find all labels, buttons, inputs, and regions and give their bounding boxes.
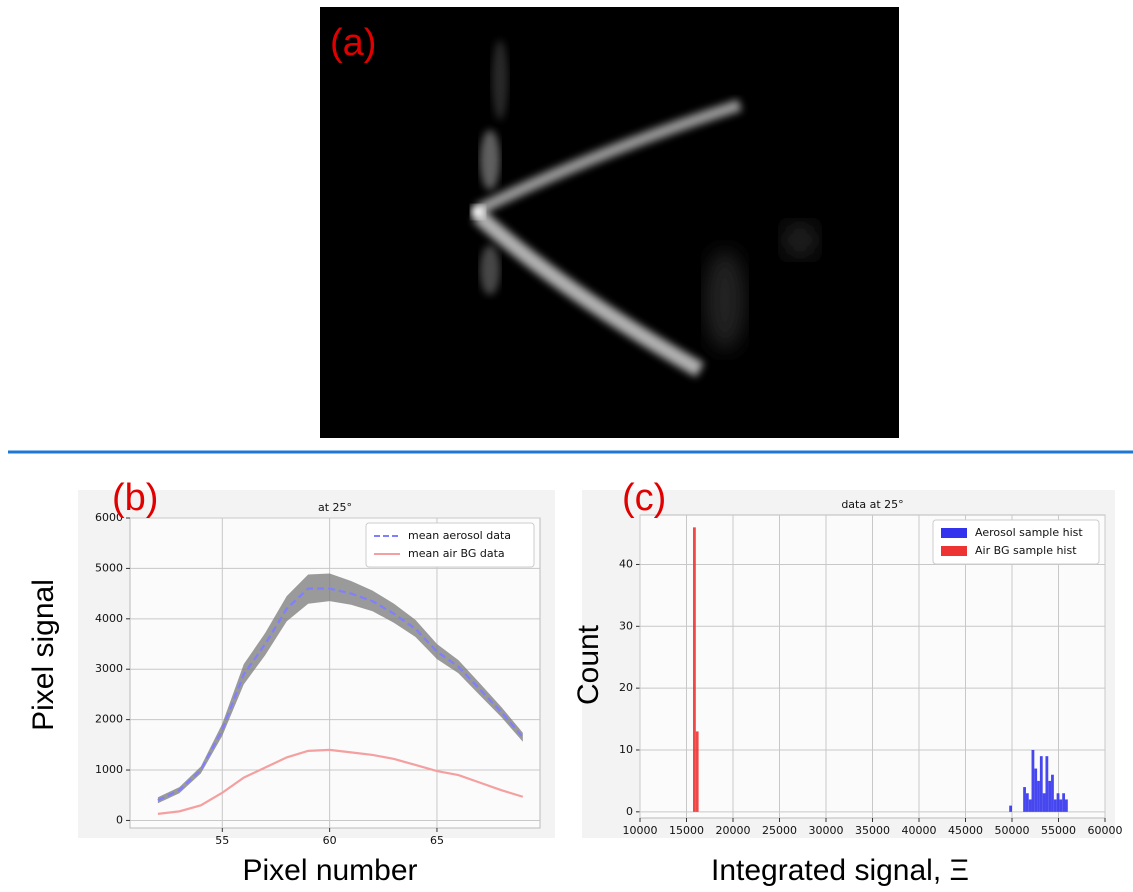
x-tick-label: 20000	[716, 824, 751, 837]
y-tick-label: 3000	[95, 662, 123, 675]
hist-bar	[1048, 780, 1052, 812]
hist-bar	[1045, 756, 1049, 812]
y-tick-label: 2000	[95, 713, 123, 726]
panel-label: (c)	[622, 477, 666, 519]
hist-bar	[1037, 780, 1040, 812]
hist-bar	[1039, 756, 1043, 812]
hist-bar	[695, 731, 699, 812]
y-tick-label: 30	[619, 619, 633, 632]
data-line	[157, 587, 524, 802]
y-axis-label: Count	[572, 624, 605, 705]
x-tick-label: 60000	[1088, 824, 1123, 837]
x-tick-label: 25000	[762, 824, 797, 837]
legend-label: mean aerosol data	[408, 529, 511, 542]
legend-swatch	[941, 528, 967, 538]
x-axis-label: Pixel number	[242, 854, 417, 887]
legend-label: Air BG sample hist	[975, 544, 1077, 557]
x-tick-label: 35000	[855, 824, 890, 837]
data-line	[157, 748, 524, 815]
x-tick-label: 45000	[948, 824, 983, 837]
hist-bar	[1065, 799, 1068, 812]
hist-bar	[1042, 793, 1046, 812]
photo	[320, 7, 899, 438]
hist-bar	[1023, 787, 1026, 812]
legend-box	[932, 519, 1100, 565]
y-tick-label: 4000	[95, 612, 123, 625]
hist-bar	[1031, 749, 1035, 812]
y-tick-label: 20	[619, 681, 633, 694]
x-tick-label: 55000	[1041, 824, 1076, 837]
x-tick-label: 65	[430, 834, 444, 847]
y-tick-label: 6000	[95, 511, 123, 524]
hist-bar	[1025, 793, 1029, 812]
plot-area	[129, 517, 541, 829]
y-tick-label: 10	[619, 743, 633, 756]
legend-label: Aerosol sample hist	[975, 526, 1083, 539]
y-tick-label: 0	[116, 813, 123, 826]
hist-bar	[1034, 768, 1038, 812]
legend-box	[365, 522, 535, 568]
y-axis-label: Pixel signal	[27, 579, 60, 731]
hist-bar	[1051, 774, 1054, 812]
x-tick-label: 50000	[995, 824, 1030, 837]
x-tick-label: 15000	[669, 824, 704, 837]
panel-label: (a)	[330, 22, 376, 64]
legend-label: mean air BG data	[408, 547, 505, 560]
y-tick-label: 0	[626, 805, 633, 818]
hist-bar	[1053, 799, 1057, 812]
hist-bar	[1028, 799, 1032, 812]
hist-bar	[693, 527, 696, 812]
x-tick-label: 10000	[623, 824, 658, 837]
hist-bar	[1062, 793, 1066, 812]
hist-bar	[1059, 799, 1063, 812]
legend-swatch	[941, 546, 967, 556]
panel-label: (b)	[112, 477, 158, 519]
x-tick-label: 55	[215, 834, 229, 847]
x-axis-label: Integrated signal, Ξ	[711, 854, 969, 887]
hist-bar	[1009, 805, 1012, 812]
x-tick-label: 30000	[809, 824, 844, 837]
hist-bar	[1056, 793, 1060, 812]
y-tick-label: 5000	[95, 561, 123, 574]
chart-title: data at 25°	[841, 498, 903, 511]
chart-title: at 25°	[318, 501, 352, 514]
x-tick-label: 60	[323, 834, 337, 847]
y-tick-label: 40	[619, 557, 633, 570]
y-tick-label: 1000	[95, 763, 123, 776]
x-tick-label: 40000	[902, 824, 937, 837]
